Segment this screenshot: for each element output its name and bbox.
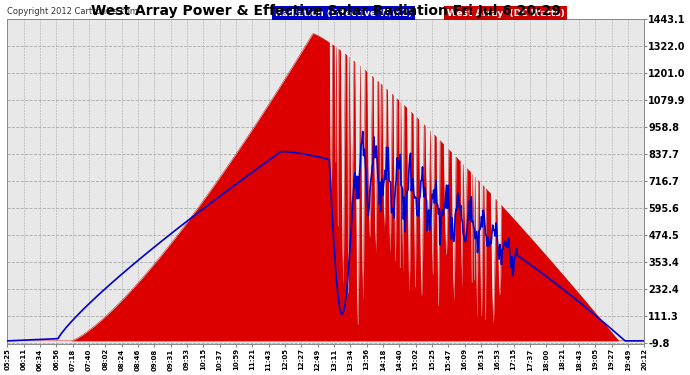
Text: Radiation (Effective W/m2): Radiation (Effective W/m2) — [275, 9, 412, 18]
Text: West Array  (DC Watts): West Array (DC Watts) — [446, 9, 564, 18]
Title: West Array Power & Effective Solar Radiation Fri Jul 6 20:29: West Array Power & Effective Solar Radia… — [90, 4, 561, 18]
Text: Copyright 2012 Cartronics.com: Copyright 2012 Cartronics.com — [7, 7, 138, 16]
